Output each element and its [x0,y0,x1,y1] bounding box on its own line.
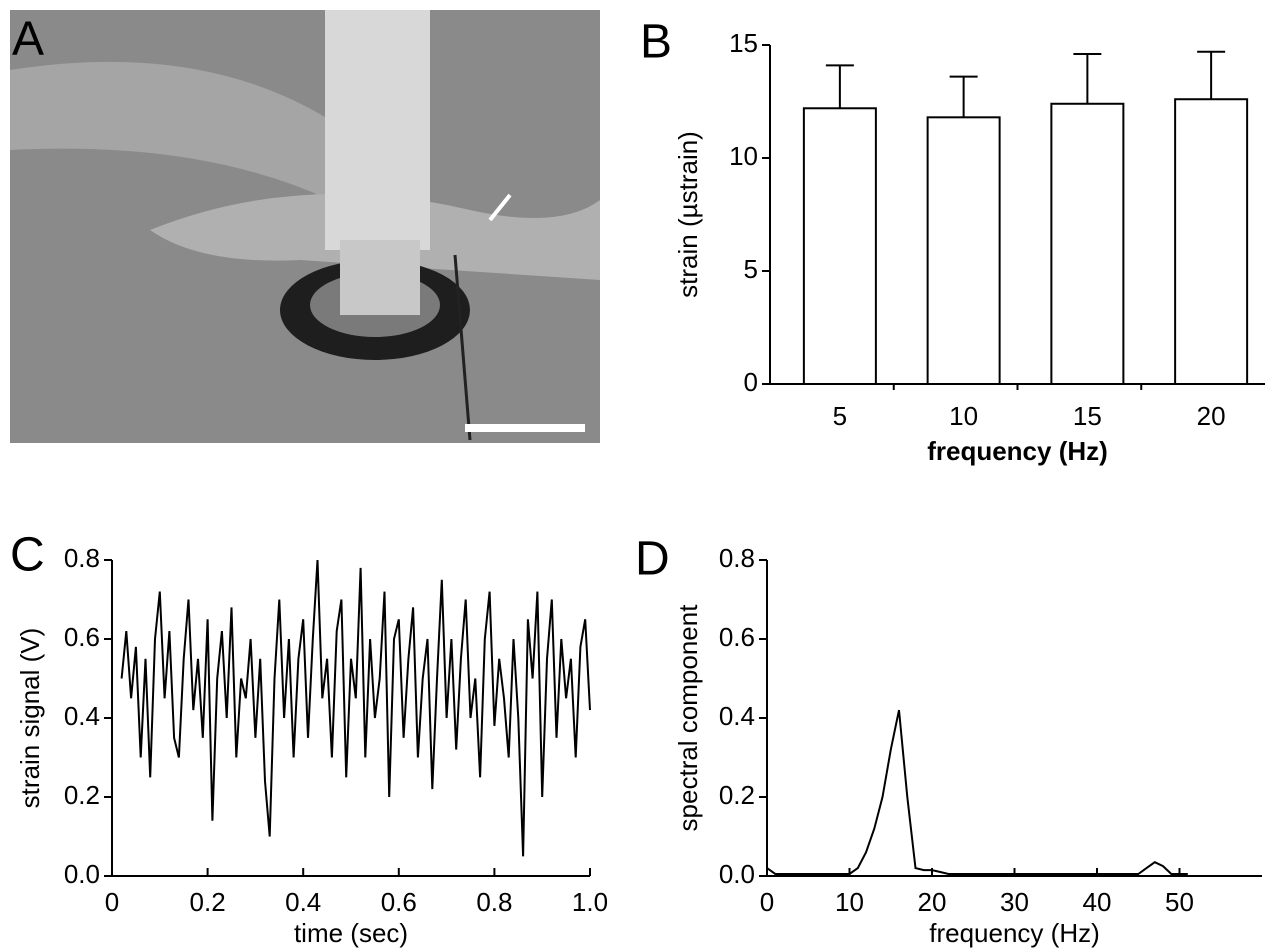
x-tick-label: 20 [918,887,947,917]
photo [10,10,600,443]
x-tick-label: 1.0 [572,887,608,917]
x-tick-label: 10 [835,887,864,917]
x-tick-label: 50 [1165,887,1194,917]
x-tick-label: 5 [833,401,847,431]
x-tick-label: 0.2 [190,887,226,917]
x-tick-label: 40 [1083,887,1112,917]
y-axis-title: strain (µstrain) [673,131,703,298]
x-tick-label: 0.4 [285,887,321,917]
y-tick-label: 0.0 [64,859,100,889]
x-tick-label: 0.6 [381,887,417,917]
bar [1050,102,1125,385]
y-tick-label: 0.6 [719,622,755,652]
panel-label: D [635,533,670,586]
y-tick-label: 0.4 [64,701,100,731]
y-tick-label: 15 [729,28,758,58]
y-tick-label: 0.8 [719,543,755,573]
x-tick-label: 0 [105,887,119,917]
bar [802,107,877,385]
line [766,709,1188,875]
x-axis-title: frequency (Hz) [929,918,1100,948]
x-tick-label: 0.8 [476,887,512,917]
y-tick-label: 5 [744,254,758,284]
y-tick-label: 0.8 [64,543,100,573]
panel-label: C [10,529,45,582]
y-tick-label: 0.6 [64,622,100,652]
y-tick-label: 0.2 [64,780,100,810]
y-axis-title: strain signal (V) [15,628,45,809]
y-tick-label: 0.0 [719,859,755,889]
panel-label: A [12,13,44,66]
x-tick-label: 20 [1197,401,1226,431]
x-tick-label: 15 [1073,401,1102,431]
y-tick-label: 0.4 [719,701,755,731]
panel-label: B [640,16,672,69]
x-tick-label: 10 [949,401,978,431]
x-tick-label: 30 [1000,887,1029,917]
x-axis-title: frequency (Hz) [927,436,1108,466]
y-tick-label: 10 [729,141,758,171]
y-axis-title: spectral component [673,604,703,832]
bar [926,116,1001,385]
x-tick-label: 0 [760,887,774,917]
y-tick-label: 0 [744,367,758,397]
line [120,559,591,857]
x-axis-title: time (sec) [294,918,408,948]
bar [1174,98,1249,386]
y-tick-label: 0.2 [719,780,755,810]
